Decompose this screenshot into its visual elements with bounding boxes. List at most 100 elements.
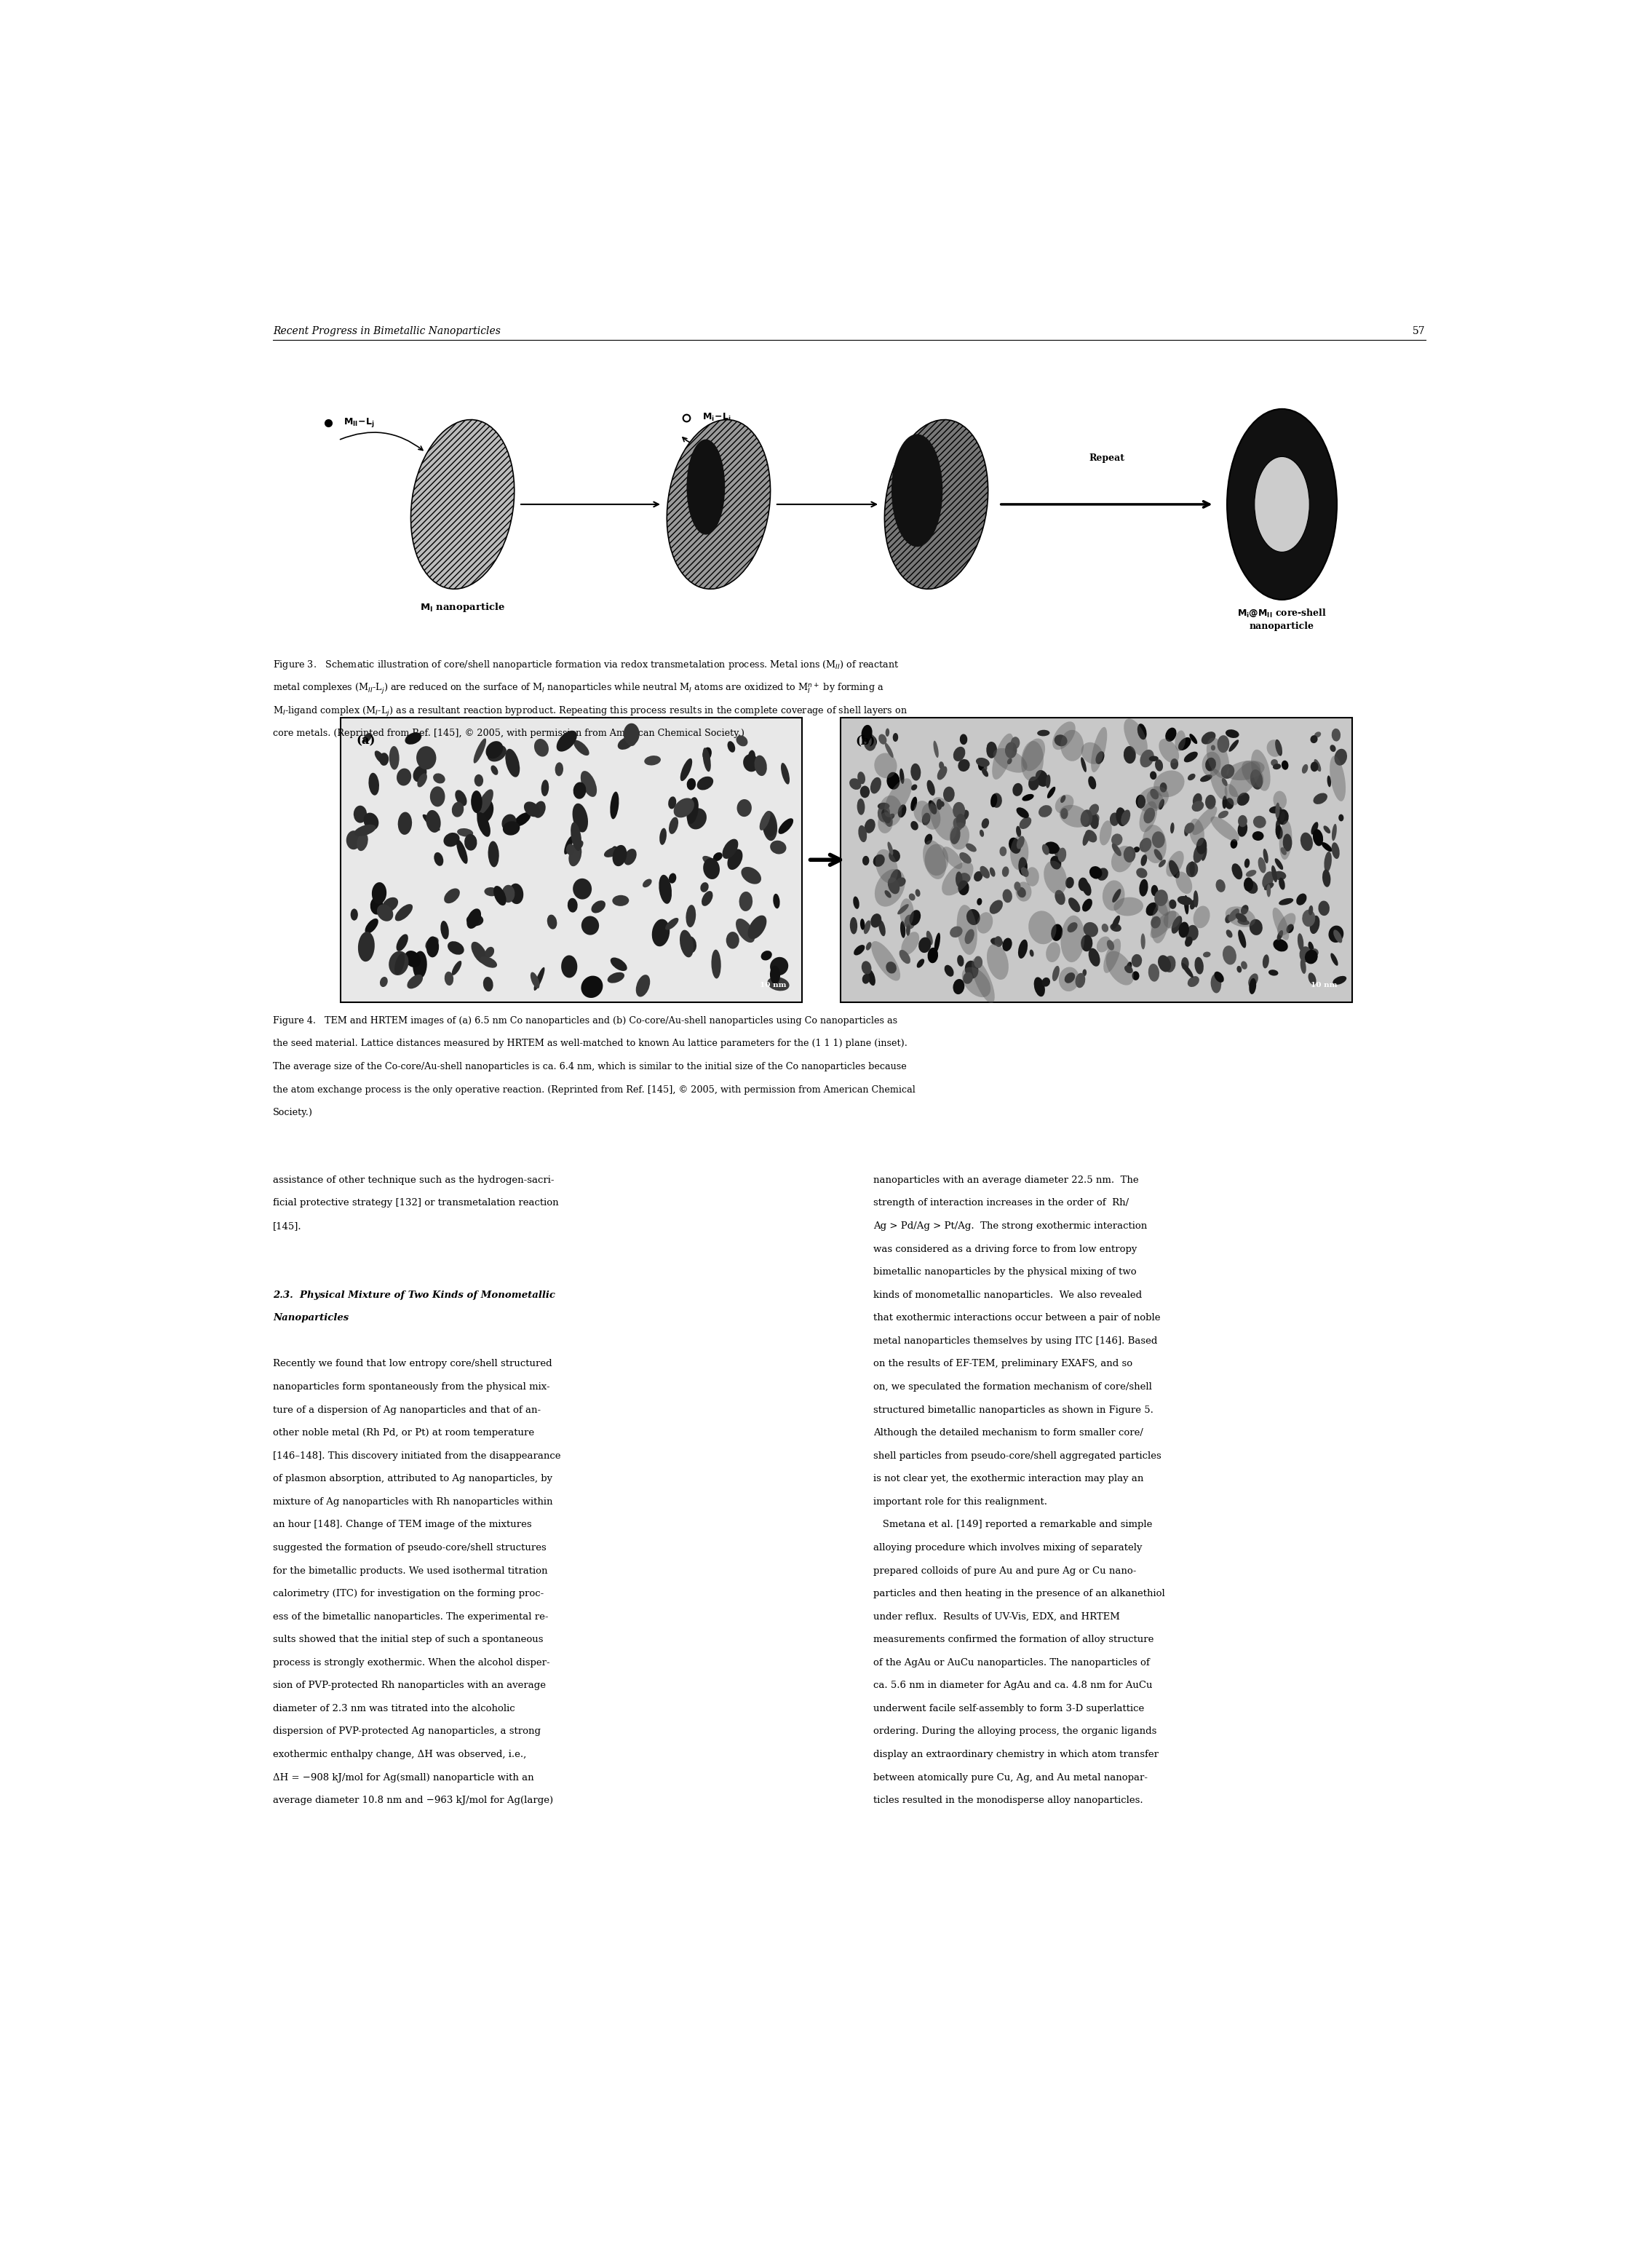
Ellipse shape [900, 899, 914, 926]
Ellipse shape [961, 966, 991, 998]
Ellipse shape [742, 867, 762, 885]
Ellipse shape [1277, 930, 1284, 941]
Ellipse shape [1277, 808, 1289, 824]
Text: measurements confirmed the formation of alloy structure: measurements confirmed the formation of … [874, 1635, 1155, 1644]
Ellipse shape [1322, 842, 1332, 851]
Text: prepared colloids of pure Au and pure Ag or Cu nano-: prepared colloids of pure Au and pure Ag… [874, 1565, 1137, 1576]
Ellipse shape [1196, 851, 1201, 858]
Ellipse shape [1138, 786, 1168, 813]
Ellipse shape [1123, 847, 1135, 863]
Ellipse shape [686, 905, 695, 928]
Text: (a): (a) [357, 734, 375, 748]
Ellipse shape [1196, 838, 1208, 854]
Ellipse shape [1178, 736, 1191, 750]
Ellipse shape [456, 840, 468, 865]
Ellipse shape [613, 844, 626, 867]
Ellipse shape [388, 950, 408, 975]
Ellipse shape [1262, 955, 1269, 968]
Ellipse shape [1325, 851, 1332, 872]
Ellipse shape [1175, 730, 1186, 750]
Ellipse shape [557, 730, 577, 752]
Ellipse shape [1272, 763, 1280, 770]
Ellipse shape [991, 937, 1003, 946]
Ellipse shape [890, 869, 902, 890]
Ellipse shape [1267, 739, 1282, 757]
Ellipse shape [1203, 752, 1221, 777]
Ellipse shape [950, 822, 970, 849]
Ellipse shape [1044, 860, 1067, 894]
Ellipse shape [897, 903, 909, 914]
Ellipse shape [1297, 894, 1307, 905]
Ellipse shape [1028, 777, 1039, 790]
Ellipse shape [610, 957, 628, 971]
Ellipse shape [1021, 867, 1029, 876]
Text: on the results of EF-TEM, preliminary EXAFS, and so: on the results of EF-TEM, preliminary EX… [874, 1360, 1133, 1369]
Ellipse shape [748, 750, 755, 766]
Ellipse shape [484, 887, 499, 896]
Ellipse shape [1249, 977, 1256, 993]
Ellipse shape [1227, 410, 1336, 599]
Text: display an extraordinary chemistry in which atom transfer: display an extraordinary chemistry in wh… [874, 1750, 1158, 1759]
Ellipse shape [1151, 831, 1165, 849]
Ellipse shape [1274, 872, 1287, 881]
Ellipse shape [735, 919, 755, 944]
Ellipse shape [755, 754, 767, 777]
Ellipse shape [1186, 863, 1198, 878]
Ellipse shape [618, 736, 634, 750]
Ellipse shape [644, 757, 661, 766]
Ellipse shape [852, 896, 859, 910]
Ellipse shape [1178, 921, 1189, 937]
Ellipse shape [884, 779, 912, 817]
Ellipse shape [892, 435, 943, 547]
Ellipse shape [405, 950, 421, 968]
Ellipse shape [396, 935, 408, 950]
Ellipse shape [666, 919, 679, 930]
Ellipse shape [866, 941, 872, 950]
Text: [145].: [145]. [273, 1221, 302, 1232]
Ellipse shape [1008, 759, 1013, 763]
Ellipse shape [960, 811, 970, 820]
Text: kinds of monometallic nanoparticles.  We also revealed: kinds of monometallic nanoparticles. We … [874, 1290, 1142, 1299]
Text: process is strongly exothermic. When the alcohol disper-: process is strongly exothermic. When the… [273, 1657, 550, 1666]
Ellipse shape [1262, 872, 1274, 890]
Bar [340, 718, 801, 1002]
Ellipse shape [1097, 867, 1108, 881]
Ellipse shape [1323, 826, 1330, 833]
Text: bimetallic nanoparticles by the physical mixing of two: bimetallic nanoparticles by the physical… [874, 1268, 1137, 1277]
Ellipse shape [912, 784, 917, 790]
Ellipse shape [1186, 932, 1193, 941]
Ellipse shape [697, 777, 714, 790]
Ellipse shape [1308, 905, 1313, 914]
Ellipse shape [923, 840, 947, 878]
Text: Smetana et al. [149] reported a remarkable and simple: Smetana et al. [149] reported a remarkab… [874, 1520, 1153, 1529]
Ellipse shape [1102, 881, 1125, 910]
Ellipse shape [434, 851, 443, 867]
Ellipse shape [582, 975, 603, 998]
Ellipse shape [887, 842, 894, 856]
Text: ordering. During the alloying process, the organic ligands: ordering. During the alloying process, t… [874, 1727, 1156, 1736]
Ellipse shape [444, 887, 459, 903]
Ellipse shape [1080, 743, 1104, 763]
Ellipse shape [910, 763, 920, 781]
Text: 10 nm: 10 nm [760, 982, 786, 989]
Ellipse shape [1226, 908, 1256, 928]
Ellipse shape [1189, 734, 1198, 743]
Ellipse shape [1252, 831, 1264, 840]
Ellipse shape [444, 971, 454, 986]
Ellipse shape [991, 795, 998, 806]
Ellipse shape [1176, 872, 1193, 894]
Text: the seed material. Lattice distances measured by HRTEM as well-matched to known : the seed material. Lattice distances mea… [273, 1038, 907, 1049]
Text: an hour [148]. Change of TEM image of the mixtures: an hour [148]. Change of TEM image of th… [273, 1520, 532, 1529]
Ellipse shape [1080, 935, 1092, 953]
Ellipse shape [1009, 838, 1021, 854]
Ellipse shape [1089, 813, 1099, 829]
Ellipse shape [861, 962, 872, 975]
Ellipse shape [943, 786, 955, 802]
Ellipse shape [1052, 966, 1059, 982]
Ellipse shape [636, 975, 651, 998]
Ellipse shape [562, 955, 577, 977]
Ellipse shape [1021, 741, 1044, 781]
Text: suggested the formation of pseudo-core/shell structures: suggested the formation of pseudo-core/s… [273, 1543, 547, 1552]
Ellipse shape [914, 802, 932, 822]
Ellipse shape [955, 872, 963, 887]
